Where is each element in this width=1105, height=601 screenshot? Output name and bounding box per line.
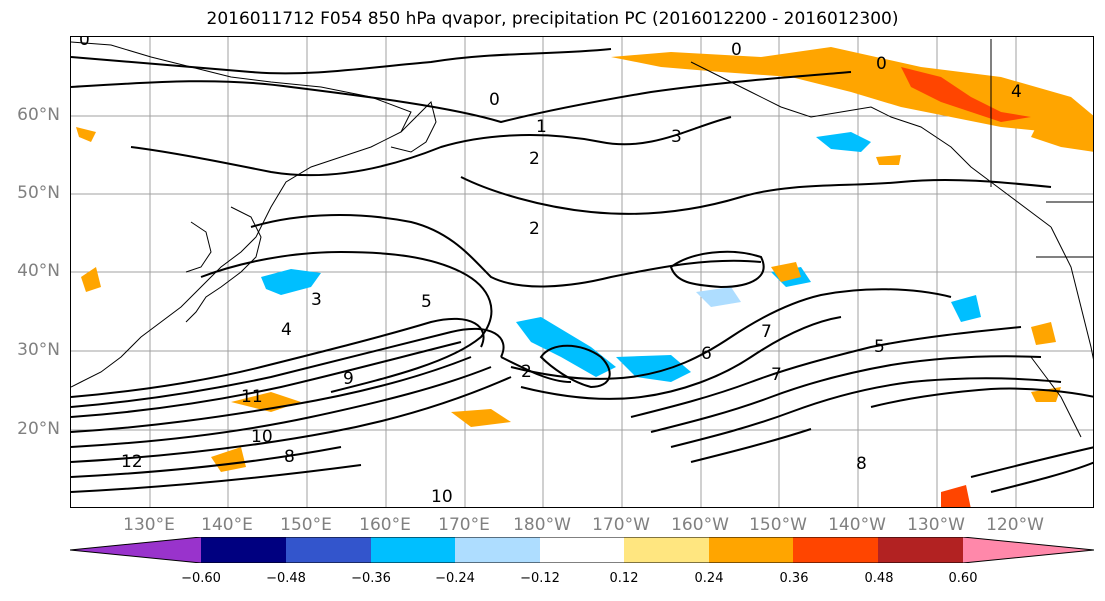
- border-canada-us: [990, 39, 1093, 258]
- precip-patch-neg-6: [951, 295, 981, 322]
- precip-patch-pos-9: [76, 127, 96, 142]
- contour-label: 7: [771, 365, 782, 385]
- lon-label-160w: 160°W: [671, 515, 729, 535]
- coastline-baja: [1030, 356, 1082, 438]
- precip-patch-neg-4: [616, 355, 691, 382]
- coastline-korea: [185, 221, 212, 273]
- colorbar-tick: −0.48: [266, 571, 306, 586]
- contour-label: 8: [284, 447, 295, 467]
- precip-patch-pos-6: [1031, 322, 1056, 345]
- colorbar-tick: 0.48: [864, 571, 894, 586]
- lat-label-60n: 60°N: [17, 105, 60, 125]
- lon-label-140e: 140°E: [201, 515, 253, 535]
- lat-label-20n: 20°N: [17, 419, 60, 439]
- colorbar-segment: [201, 537, 286, 563]
- contour-label: 0: [731, 40, 742, 60]
- colorbar-tick: 0.12: [609, 571, 639, 586]
- coastline-alaska: [690, 61, 1052, 228]
- lat-label-40n: 40°N: [17, 261, 60, 281]
- lat-label-30n: 30°N: [17, 340, 60, 360]
- colorbar-tick: 0.36: [779, 571, 809, 586]
- contour-label: 10: [251, 427, 273, 447]
- colorbar-segment: [709, 537, 793, 563]
- contour-label: 0: [79, 37, 90, 50]
- lon-label-150w: 150°W: [749, 515, 807, 535]
- colorbar: [70, 537, 1094, 563]
- contour-label: 5: [421, 292, 432, 312]
- precip-patch-pos-1: [81, 267, 101, 292]
- lon-label-130e: 130°E: [123, 515, 175, 535]
- contour-label: 2: [529, 219, 540, 239]
- contour-label: 0: [489, 90, 500, 110]
- colorbar-segment: [878, 537, 963, 563]
- lon-label-140w: 140°W: [828, 515, 886, 535]
- qvapor-contours: [71, 48, 1093, 493]
- colorbar-segment: [963, 537, 1094, 563]
- colorbar-segment: [455, 537, 540, 563]
- contour-label: 2: [529, 149, 540, 169]
- precip-patch-neg-3: [516, 317, 616, 377]
- coastline-kamchatka: [390, 101, 437, 153]
- colorbar-tick: −0.60: [181, 571, 221, 586]
- colorbar-tick: −0.12: [520, 571, 560, 586]
- colorbar-tick: −0.36: [351, 571, 391, 586]
- lon-label-160e: 160°E: [359, 515, 411, 535]
- contour-label: 1: [536, 117, 547, 137]
- contour-label: 5: [874, 337, 885, 357]
- contour-label: 9: [343, 369, 354, 389]
- precip-patch-alaska-red: [901, 67, 1031, 122]
- precip-patch-neg-2: [261, 269, 321, 295]
- map-panel: 0 0 0 0 1 2 2 3 3 4 5 6 7 8 9 10 11 12 2…: [70, 36, 1094, 508]
- precip-patch-pos-4: [771, 262, 801, 282]
- map-svg: 0 0 0 0 1 2 2 3 3 4 5 6 7 8 9 10 11 12 2…: [71, 37, 1093, 507]
- precip-patch-alaska: [611, 47, 1093, 137]
- contour-label: 8: [856, 454, 867, 474]
- lon-label-130w: 130°W: [907, 515, 965, 535]
- precip-patch-pos-5: [941, 485, 971, 507]
- contour-label: 10: [431, 487, 453, 507]
- lon-label-170e: 170°E: [438, 515, 490, 535]
- lon-label-120w: 120°W: [986, 515, 1044, 535]
- colorbar-segments: [70, 537, 1094, 563]
- contour-label: 12: [121, 452, 143, 472]
- precip-patch-neg-1: [816, 132, 871, 152]
- chart-title: 2016011712 F054 850 hPa qvapor, precipit…: [206, 9, 899, 29]
- precip-patches: [76, 47, 1093, 507]
- coastline-japan: [185, 206, 262, 323]
- colorbar-segment: [793, 537, 878, 563]
- contour-label: 0: [876, 54, 887, 74]
- precip-patch-ne-orange: [1031, 117, 1093, 152]
- colorbar-tick: 0.24: [694, 571, 724, 586]
- precip-patch-pos-3: [451, 409, 511, 427]
- colorbar-segment: [70, 537, 201, 563]
- colorbar-segment: [540, 537, 624, 563]
- colorbar-tick: 0.60: [948, 571, 978, 586]
- contour-labels: 0 0 0 0 1 2 2 3 3 4 5 6 7 8 9 10 11 12 2…: [79, 37, 1022, 507]
- contour-label: 6: [701, 344, 712, 364]
- contour-label: 3: [671, 127, 682, 147]
- lon-label-150e: 150°E: [280, 515, 332, 535]
- contour-label: 11: [241, 387, 263, 407]
- colorbar-segment: [286, 537, 371, 563]
- colorbar-segment: [624, 537, 709, 563]
- coastline-na-west: [1050, 226, 1093, 360]
- contour-label: 7: [761, 322, 772, 342]
- lon-label-180w: 180°W: [513, 515, 571, 535]
- precip-patch-neg-5: [696, 287, 741, 307]
- contour-label: 4: [1011, 82, 1022, 102]
- contour-label: 4: [281, 320, 292, 340]
- lon-label-170w: 170°W: [592, 515, 650, 535]
- coastline-asia: [71, 41, 412, 388]
- lat-label-50n: 50°N: [17, 183, 60, 203]
- contour-label: 3: [311, 290, 322, 310]
- contour-label: 2: [521, 362, 532, 382]
- colorbar-tick: −0.24: [435, 571, 475, 586]
- colorbar-segment: [371, 537, 455, 563]
- precip-patch-pos-10: [876, 155, 901, 165]
